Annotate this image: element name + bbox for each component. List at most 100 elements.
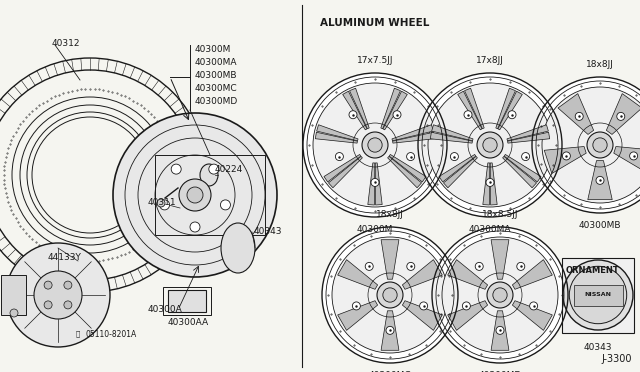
Polygon shape: [491, 240, 509, 279]
Polygon shape: [338, 260, 378, 289]
Circle shape: [487, 282, 513, 308]
Polygon shape: [324, 154, 361, 182]
Circle shape: [428, 83, 552, 207]
Circle shape: [44, 281, 52, 289]
Bar: [163, 287, 211, 315]
Circle shape: [383, 288, 397, 302]
Circle shape: [432, 227, 568, 363]
Circle shape: [486, 179, 494, 186]
Text: 40312: 40312: [52, 38, 81, 48]
Circle shape: [464, 111, 472, 119]
Text: 18x8JJ: 18x8JJ: [376, 210, 404, 219]
Ellipse shape: [221, 223, 255, 273]
Circle shape: [179, 179, 211, 211]
Polygon shape: [507, 125, 548, 141]
Text: 40300AA: 40300AA: [168, 318, 209, 327]
Polygon shape: [368, 163, 375, 205]
Polygon shape: [491, 311, 509, 350]
Circle shape: [407, 262, 415, 270]
Polygon shape: [381, 88, 401, 129]
Bar: [573, 285, 623, 305]
Polygon shape: [383, 91, 407, 130]
Circle shape: [496, 326, 504, 334]
Circle shape: [64, 301, 72, 309]
Text: 40311: 40311: [148, 198, 177, 207]
Text: NISSAN: NISSAN: [584, 292, 611, 298]
Circle shape: [220, 200, 230, 210]
Circle shape: [451, 153, 458, 161]
Circle shape: [406, 153, 415, 161]
Polygon shape: [504, 154, 541, 182]
Polygon shape: [606, 94, 640, 134]
Text: 18x8JJ: 18x8JJ: [586, 60, 614, 69]
Text: 40300M: 40300M: [357, 225, 393, 234]
Circle shape: [332, 237, 448, 353]
Text: 40300MB: 40300MB: [579, 221, 621, 230]
Circle shape: [362, 132, 388, 158]
Text: 40300MC: 40300MC: [195, 84, 237, 93]
Text: 40300MA: 40300MA: [468, 225, 511, 234]
Circle shape: [630, 152, 637, 160]
Circle shape: [349, 111, 357, 119]
Polygon shape: [392, 132, 435, 143]
Circle shape: [570, 266, 627, 324]
Circle shape: [575, 112, 583, 121]
Circle shape: [159, 200, 170, 210]
Polygon shape: [431, 125, 473, 141]
Polygon shape: [381, 311, 399, 350]
Circle shape: [493, 288, 507, 302]
Text: J-3300: J-3300: [602, 354, 632, 364]
Polygon shape: [508, 132, 550, 143]
Circle shape: [187, 187, 203, 203]
Text: 18x8.5JJ: 18x8.5JJ: [482, 210, 518, 219]
Polygon shape: [430, 132, 472, 143]
Circle shape: [10, 309, 18, 317]
Polygon shape: [328, 156, 362, 188]
Circle shape: [587, 132, 613, 158]
Circle shape: [190, 222, 200, 232]
Circle shape: [386, 326, 394, 334]
Polygon shape: [513, 301, 552, 330]
Circle shape: [34, 271, 82, 319]
Ellipse shape: [200, 164, 218, 186]
Circle shape: [44, 301, 52, 309]
Circle shape: [64, 281, 72, 289]
Polygon shape: [588, 161, 612, 200]
Circle shape: [442, 237, 558, 353]
Circle shape: [335, 153, 344, 161]
Polygon shape: [444, 156, 477, 188]
Polygon shape: [496, 88, 515, 129]
Text: 40343: 40343: [254, 228, 282, 237]
Text: 40300MD: 40300MD: [478, 371, 522, 372]
Circle shape: [113, 113, 277, 277]
Polygon shape: [349, 88, 369, 129]
Text: 40300M: 40300M: [195, 45, 232, 54]
Text: 40300MA: 40300MA: [195, 58, 237, 67]
Text: 40300MC: 40300MC: [369, 371, 412, 372]
Text: 40224: 40224: [215, 165, 243, 174]
Polygon shape: [439, 154, 476, 182]
Text: 40343: 40343: [584, 343, 612, 352]
Circle shape: [377, 282, 403, 308]
Polygon shape: [447, 301, 488, 330]
Polygon shape: [502, 156, 536, 188]
Polygon shape: [316, 132, 357, 143]
Polygon shape: [381, 240, 399, 279]
Polygon shape: [392, 125, 433, 141]
Polygon shape: [513, 260, 552, 289]
Polygon shape: [614, 147, 640, 173]
Circle shape: [371, 179, 379, 186]
Bar: [1, 275, 26, 315]
Text: 05110-8201A: 05110-8201A: [86, 330, 137, 339]
Polygon shape: [388, 156, 422, 188]
Polygon shape: [389, 154, 426, 182]
Circle shape: [532, 77, 640, 213]
Circle shape: [542, 87, 640, 203]
Polygon shape: [483, 163, 490, 205]
Text: 40300MD: 40300MD: [195, 97, 238, 106]
Circle shape: [418, 73, 562, 217]
Circle shape: [617, 112, 625, 121]
Text: ORNAMENT: ORNAMENT: [566, 266, 620, 275]
Polygon shape: [465, 88, 484, 129]
Circle shape: [420, 302, 428, 310]
